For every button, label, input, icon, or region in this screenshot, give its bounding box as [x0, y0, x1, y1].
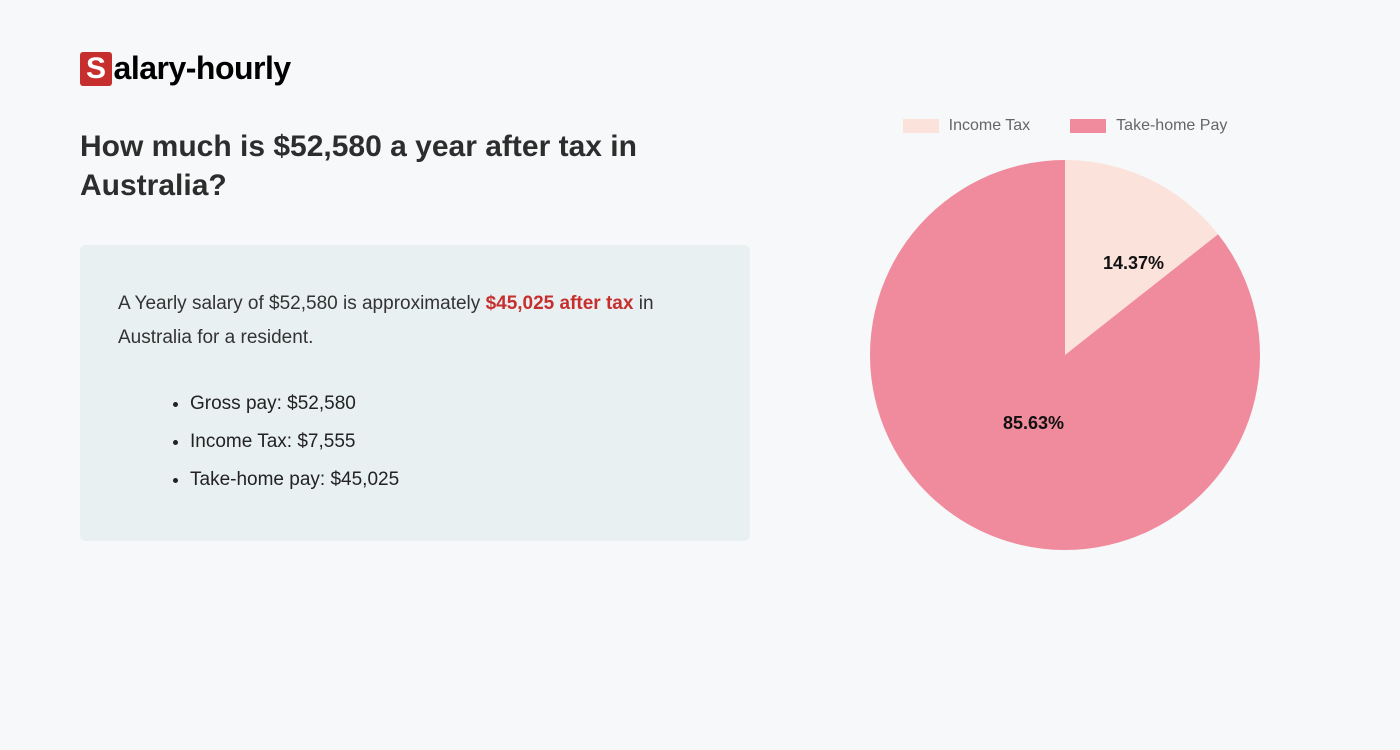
summary-text: A Yearly salary of $52,580 is approximat…	[118, 287, 712, 355]
list-item: Gross pay: $52,580	[190, 385, 712, 423]
breakdown-list: Gross pay: $52,580 Income Tax: $7,555 Ta…	[118, 385, 712, 499]
legend-swatch	[1070, 119, 1106, 133]
summary-highlight: $45,025 after tax	[486, 293, 634, 314]
brand-logo: Salary-hourly	[80, 50, 1320, 87]
legend-label: Income Tax	[949, 117, 1031, 135]
list-item: Take-home pay: $45,025	[190, 461, 712, 499]
summary-prefix: A Yearly salary of $52,580 is approximat…	[118, 293, 486, 314]
legend-swatch	[903, 119, 939, 133]
slice-label-income-tax: 14.37%	[1103, 253, 1164, 274]
legend-item-income-tax: Income Tax	[903, 117, 1031, 135]
page-title: How much is $52,580 a year after tax in …	[80, 127, 750, 205]
legend-label: Take-home Pay	[1116, 117, 1227, 135]
chart-legend: Income Tax Take-home Pay	[903, 117, 1228, 135]
pie-svg	[865, 155, 1265, 555]
list-item: Income Tax: $7,555	[190, 423, 712, 461]
legend-item-take-home: Take-home Pay	[1070, 117, 1227, 135]
summary-card: A Yearly salary of $52,580 is approximat…	[80, 245, 750, 541]
pie-chart: 14.37% 85.63%	[865, 155, 1265, 555]
logo-rest: alary-hourly	[114, 50, 291, 87]
slice-label-take-home: 85.63%	[1003, 413, 1064, 434]
logo-badge: S	[80, 52, 112, 86]
